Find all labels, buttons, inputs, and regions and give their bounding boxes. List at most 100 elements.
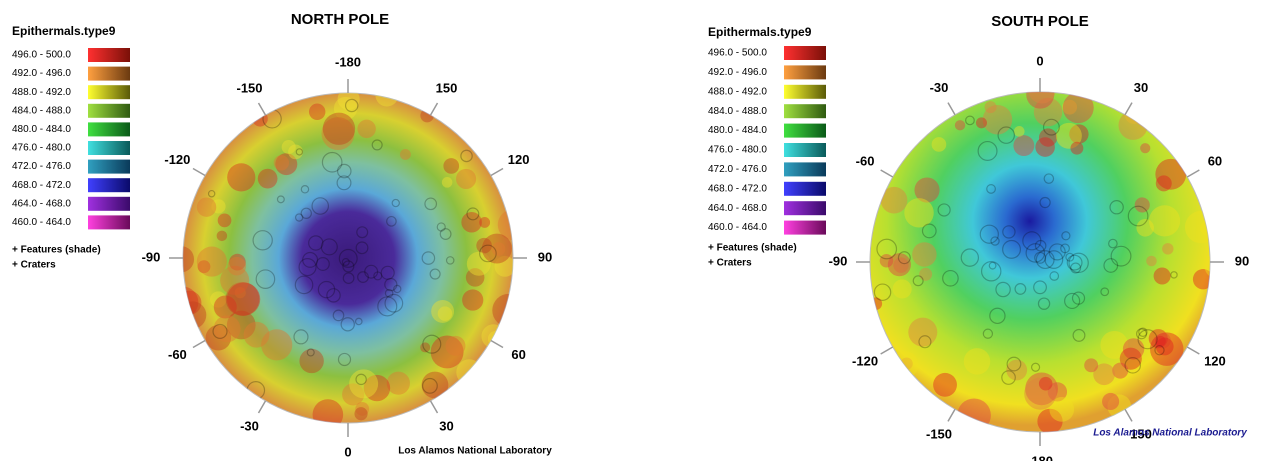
legend-label: 488.0 - 492.0 bbox=[12, 87, 71, 98]
terrain-patch bbox=[168, 246, 194, 272]
longitude-label: -150 bbox=[236, 81, 262, 96]
terrain-patch bbox=[932, 137, 947, 152]
terrain-patch bbox=[1118, 111, 1147, 140]
terrain-patch bbox=[1102, 393, 1119, 410]
terrain-patch bbox=[1156, 175, 1172, 191]
terrain-patch bbox=[919, 268, 932, 281]
legend-label: 460.0 - 464.0 bbox=[708, 222, 767, 233]
terrain-patch bbox=[438, 306, 452, 320]
terrain-patch bbox=[244, 322, 270, 348]
legend-swatch bbox=[784, 221, 826, 235]
legend-swatch bbox=[784, 201, 826, 215]
terrain-patch bbox=[258, 169, 278, 189]
longitude-label: 150 bbox=[436, 81, 458, 96]
longitude-tick bbox=[193, 169, 205, 176]
legend-swatch bbox=[88, 48, 130, 62]
terrain-patch bbox=[197, 247, 227, 277]
terrain-patch bbox=[1149, 205, 1180, 236]
legend-label: 472.0 - 476.0 bbox=[708, 164, 767, 175]
longitude-tick bbox=[1187, 347, 1199, 354]
terrain-patch bbox=[904, 198, 933, 227]
terrain-patch bbox=[1140, 143, 1150, 153]
terrain-patch bbox=[456, 359, 482, 385]
longitude-label: 90 bbox=[1235, 253, 1249, 268]
terrain-patch bbox=[488, 331, 504, 347]
terrain-patch bbox=[955, 120, 965, 130]
legend-title: Epithermals.type9 bbox=[708, 25, 812, 39]
longitude-tick bbox=[259, 401, 266, 413]
terrain-patch bbox=[313, 399, 344, 430]
terrain-patch bbox=[1039, 377, 1053, 391]
legend-swatch bbox=[784, 46, 826, 60]
terrain-patch bbox=[912, 242, 936, 266]
terrain-patch bbox=[881, 187, 908, 214]
legend-title: Epithermals.type9 bbox=[12, 24, 116, 38]
terrain-patch bbox=[1084, 358, 1098, 372]
terrain-patch bbox=[908, 318, 937, 347]
terrain-patch bbox=[323, 113, 355, 145]
terrain-patch bbox=[400, 149, 411, 160]
terrain-patch bbox=[442, 177, 453, 188]
longitude-tick bbox=[431, 401, 438, 413]
longitude-label: -120 bbox=[164, 152, 190, 167]
longitude-tick bbox=[491, 341, 503, 348]
terrain-patch bbox=[880, 254, 894, 268]
legend-swatch bbox=[88, 215, 130, 229]
legend-note: + Craters bbox=[708, 258, 752, 269]
legend-label: 476.0 - 480.0 bbox=[708, 145, 767, 156]
terrain-patch bbox=[387, 372, 410, 395]
terrain-patch bbox=[870, 297, 883, 310]
longitude-label: -120 bbox=[852, 353, 878, 368]
longitude-tick bbox=[1187, 170, 1199, 177]
longitude-label: -60 bbox=[856, 153, 875, 168]
terrain-patch bbox=[462, 289, 483, 310]
longitude-tick bbox=[193, 341, 205, 348]
screen: NORTH POLEEpithermals.type9496.0 - 500.0… bbox=[0, 0, 1264, 461]
terrain-patch bbox=[964, 348, 990, 374]
legend-note: + Craters bbox=[12, 260, 56, 271]
legend-label: 464.0 - 468.0 bbox=[12, 198, 71, 209]
longitude-label: -180 bbox=[1027, 453, 1053, 461]
terrain-patch bbox=[1154, 267, 1171, 284]
terrain-patch bbox=[1014, 126, 1025, 137]
terrain-patch bbox=[456, 169, 476, 189]
legend-label: 472.0 - 476.0 bbox=[12, 161, 71, 172]
terrain-patch bbox=[957, 398, 991, 432]
terrain-patch bbox=[893, 279, 912, 298]
terrain-patch bbox=[299, 349, 323, 373]
terrain-patch bbox=[227, 163, 255, 191]
terrain-patch bbox=[422, 372, 449, 399]
legend-swatch bbox=[88, 141, 130, 155]
longitude-tick bbox=[1125, 409, 1132, 421]
longitude-label: -180 bbox=[335, 54, 361, 69]
longitude-label: 0 bbox=[344, 444, 351, 459]
terrain-patch bbox=[1028, 76, 1055, 103]
longitude-label: 60 bbox=[1208, 153, 1222, 168]
legend-swatch bbox=[88, 85, 130, 99]
legend-swatch bbox=[784, 124, 826, 138]
terrain-patch bbox=[445, 336, 465, 356]
terrain-patch bbox=[1075, 83, 1088, 96]
terrain-patch bbox=[1063, 92, 1094, 123]
legend-note: + Features (shade) bbox=[708, 243, 797, 254]
legend-swatch bbox=[88, 67, 130, 81]
legend-swatch bbox=[88, 160, 130, 174]
terrain-patch bbox=[375, 83, 398, 106]
terrain-patch bbox=[983, 105, 1013, 135]
terrain-patch bbox=[976, 117, 987, 128]
terrain-patch bbox=[1135, 197, 1150, 212]
terrain-patch bbox=[492, 294, 525, 327]
legend-swatch bbox=[88, 104, 130, 118]
longitude-tick bbox=[1125, 103, 1132, 115]
legend-swatch bbox=[784, 182, 826, 196]
terrain-patch bbox=[986, 87, 996, 97]
terrain-patch bbox=[492, 242, 506, 256]
longitude-tick bbox=[881, 347, 893, 354]
longitude-label: 120 bbox=[1204, 353, 1226, 368]
terrain-patch bbox=[479, 217, 490, 228]
legend-label: 484.0 - 488.0 bbox=[708, 106, 767, 117]
terrain-patch bbox=[218, 214, 232, 228]
legend-swatch bbox=[88, 122, 130, 136]
longitude-label: -60 bbox=[168, 347, 187, 362]
map-panel: NORTH POLEEpithermals.type9496.0 - 500.0… bbox=[12, 11, 552, 459]
